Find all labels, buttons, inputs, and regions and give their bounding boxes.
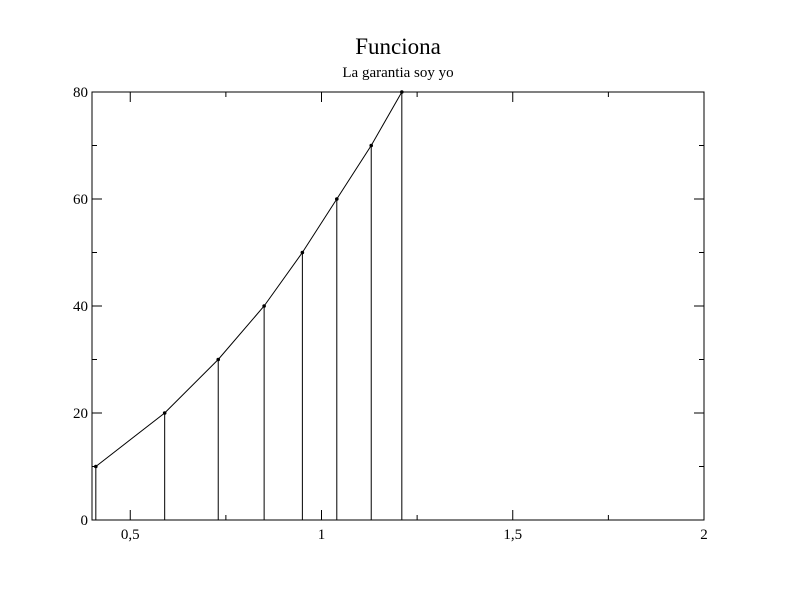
data-point <box>369 143 374 148</box>
y-tick-label: 80 <box>73 85 88 101</box>
chart-title: Funciona <box>355 34 441 59</box>
plot-frame <box>91 91 705 521</box>
y-tick-label: 0 <box>81 513 89 529</box>
chart-subtitle: La garantia soy yo <box>342 65 453 81</box>
y-tick-label: 40 <box>73 299 88 315</box>
x-tick-label: 1,5 <box>503 527 522 543</box>
mark-layer <box>94 90 404 520</box>
data-point <box>300 250 305 255</box>
y-tick-label: 20 <box>73 406 88 422</box>
data-point <box>162 411 167 415</box>
data-point <box>216 357 221 362</box>
data-point <box>94 464 98 469</box>
x-tick-label: 0,5 <box>121 527 140 543</box>
series-line <box>95 91 403 467</box>
y-tick-label: 60 <box>73 192 88 208</box>
data-point <box>400 90 404 94</box>
axis-layer: 0 20 40 60 80 0,5 1 1,5 2 <box>73 85 708 543</box>
x-tick-label: 2 <box>700 527 708 543</box>
data-point <box>262 304 266 308</box>
x-tick-label: 1 <box>318 527 326 543</box>
data-point <box>335 197 339 201</box>
